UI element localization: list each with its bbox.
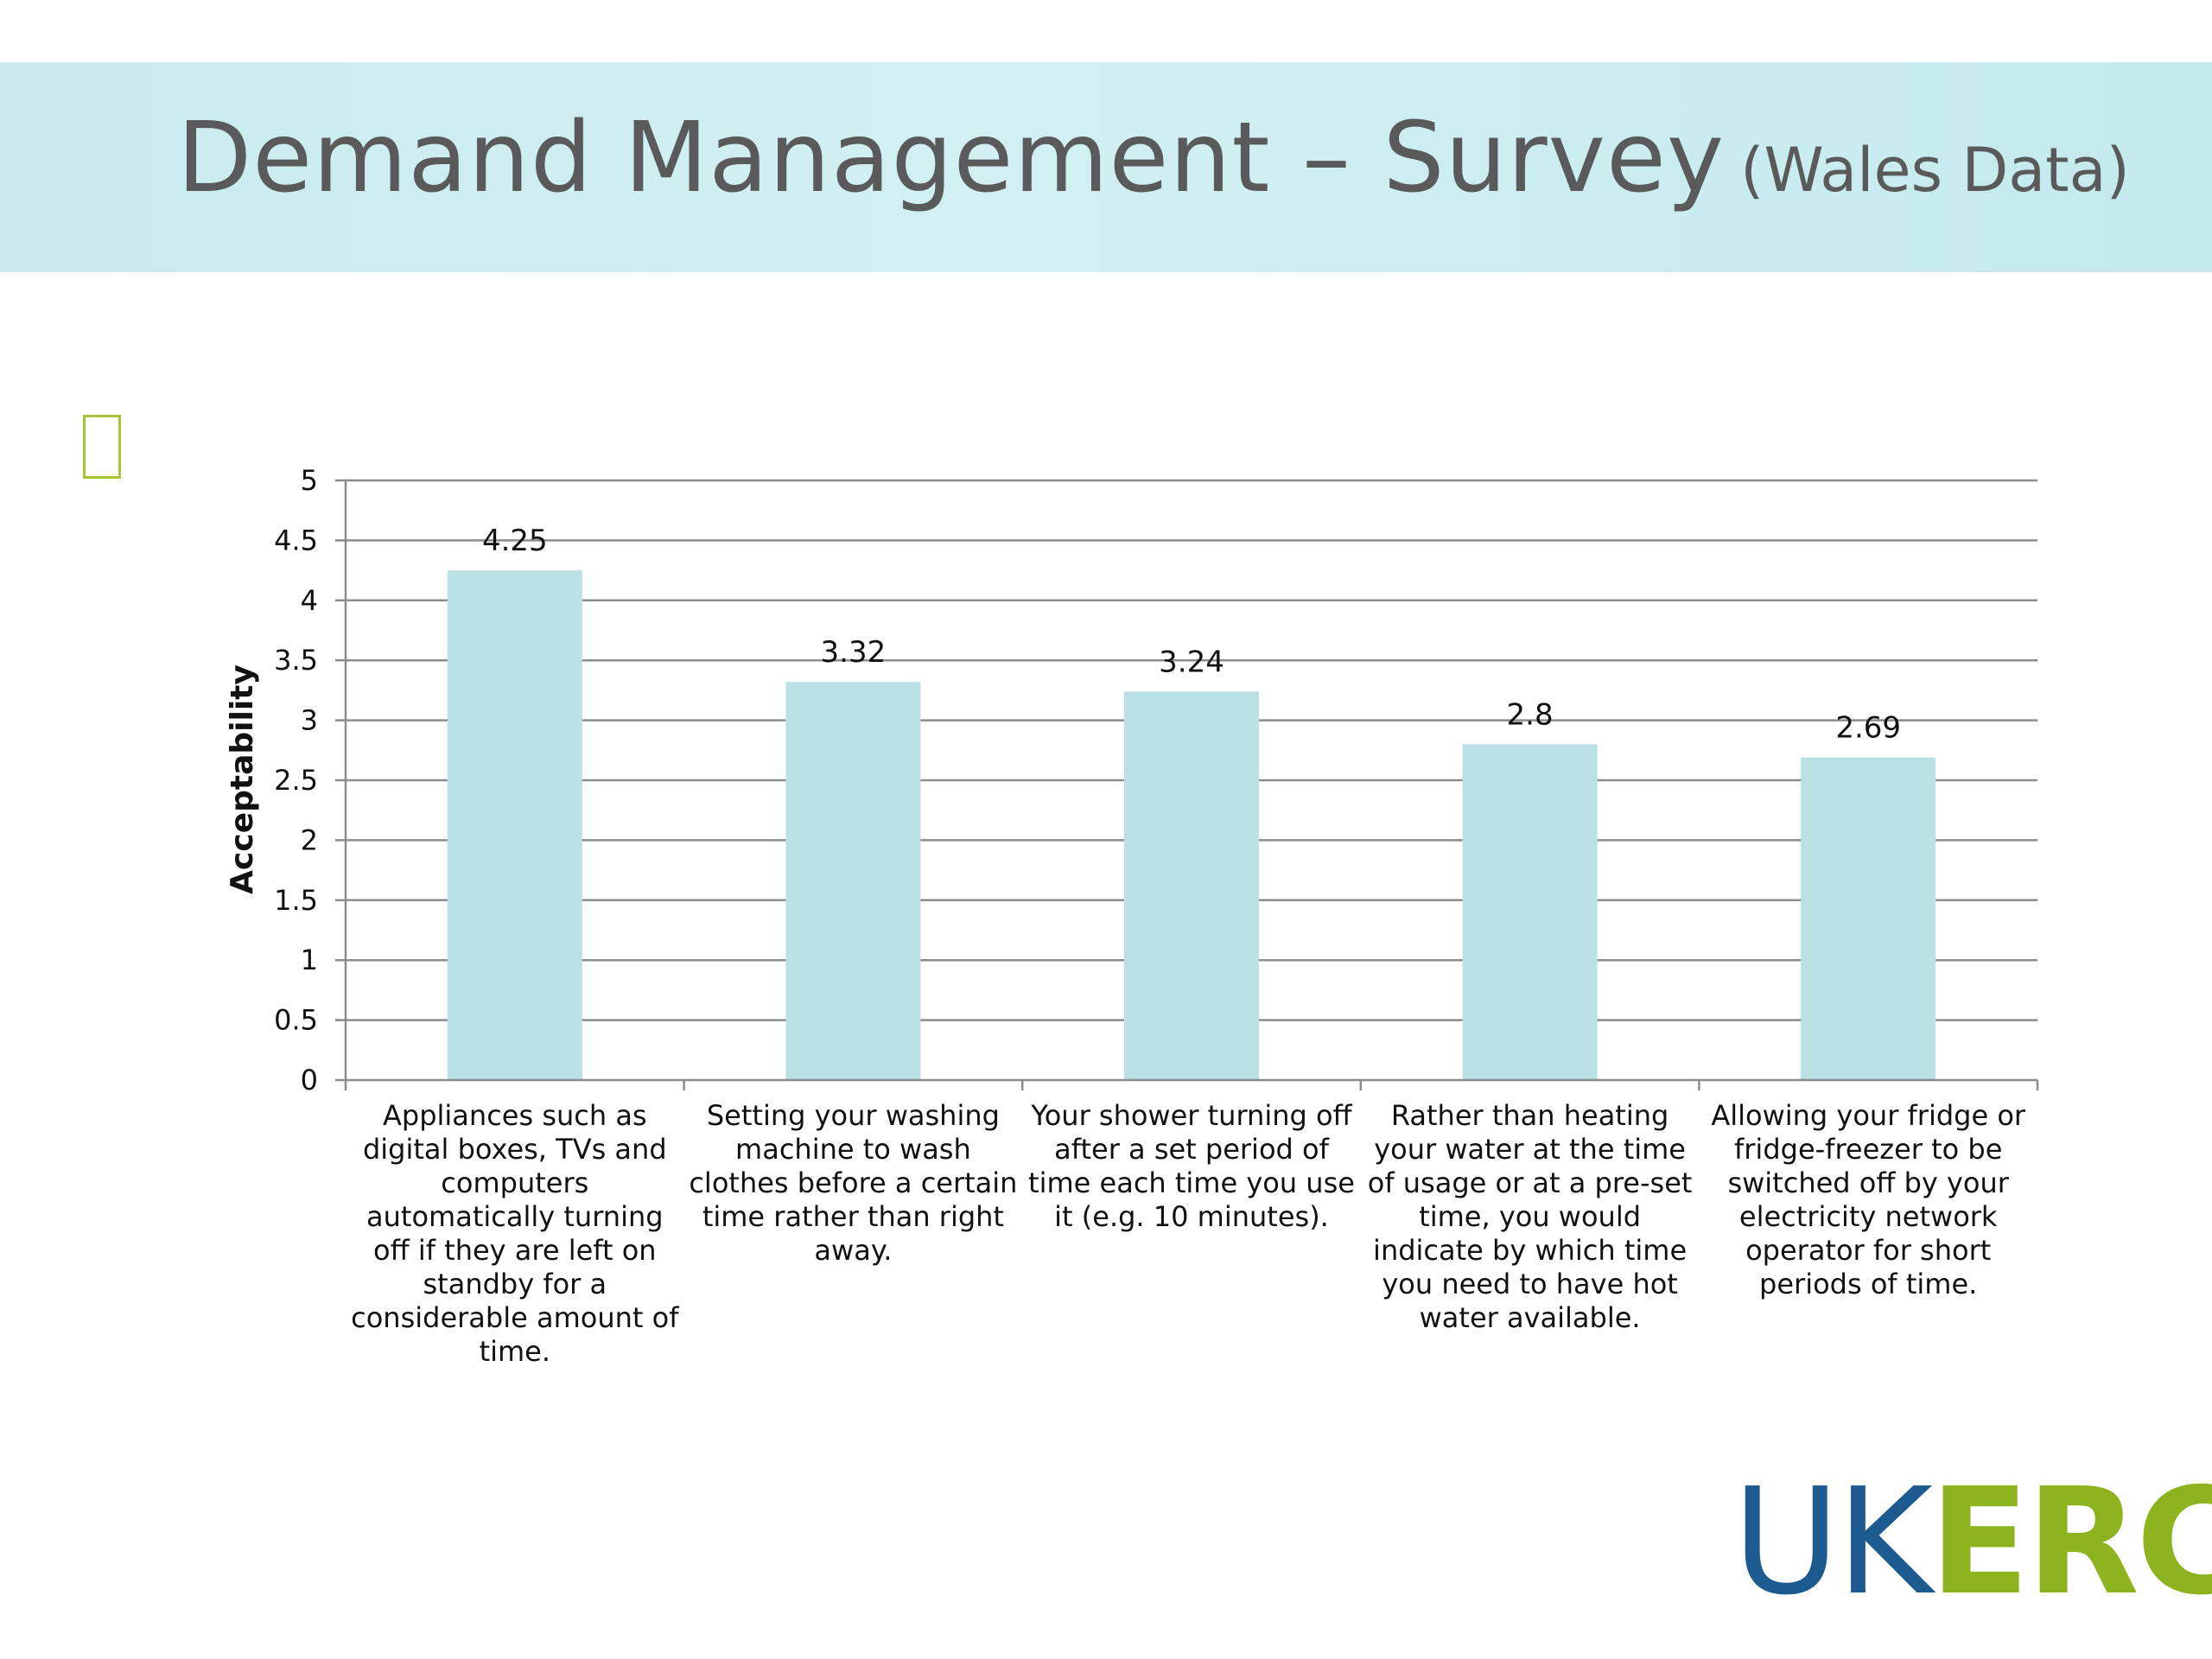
x-category-label: Appliances such as digital boxes, TVs an… — [351, 1099, 679, 1368]
axes — [335, 479, 2039, 1090]
y-axis-label: Acceptability — [225, 664, 260, 894]
logo-uk: UK — [1732, 1457, 1933, 1628]
data-label: 3.24 — [1159, 645, 1224, 679]
y-tick-label: 2.5 — [274, 764, 318, 797]
x-category-label: Your shower turning off after a set peri… — [1028, 1099, 1355, 1233]
x-category-label: Setting your washing machine to wash clo… — [689, 1099, 1018, 1267]
y-tick-label: 2 — [301, 823, 318, 856]
data-label: 2.69 — [1835, 711, 1901, 746]
title-main: Demand Management – Survey — [177, 102, 1726, 214]
data-labels: 4.25 3.32 3.24 2.8 2.69 — [482, 524, 1901, 746]
logo-erc: ERC — [1929, 1457, 2212, 1628]
x-category-label: Allowing your fridge or fridge-freezer t… — [1711, 1099, 2026, 1300]
ukerc-logo: UKERC — [1732, 1469, 2212, 1616]
y-tick-label: 3 — [301, 704, 318, 737]
y-tick-label: 4.5 — [274, 524, 318, 556]
x-category-label: Rather than heating your water at the ti… — [1367, 1099, 1693, 1334]
bar — [1124, 691, 1259, 1080]
bars — [447, 570, 1936, 1080]
y-tick-label: 0 — [301, 1064, 318, 1096]
page-title: Demand Management – Survey (Wales Data) — [177, 102, 2130, 223]
bar — [1801, 757, 1936, 1080]
title-subtitle: (Wales Data) — [1740, 135, 2130, 206]
y-tick-label: 4 — [301, 584, 318, 617]
bar — [785, 682, 921, 1080]
data-label: 3.32 — [821, 635, 887, 670]
y-tick-label: 1.5 — [274, 884, 318, 917]
data-label: 4.25 — [482, 524, 548, 558]
bullet-square-icon — [83, 415, 121, 479]
header-band — [0, 62, 2212, 272]
bar — [447, 570, 582, 1080]
data-label: 2.8 — [1507, 697, 1554, 732]
y-tick-labels: 0 0.5 1 1.5 2 2.5 3 3.5 4 4.5 5 — [274, 464, 318, 1096]
y-tick-label: 1 — [301, 944, 318, 976]
y-tick-label: 0.5 — [274, 1004, 318, 1037]
bar — [1462, 744, 1598, 1080]
y-tick-label: 5 — [301, 464, 318, 497]
y-tick-label: 3.5 — [274, 644, 318, 677]
